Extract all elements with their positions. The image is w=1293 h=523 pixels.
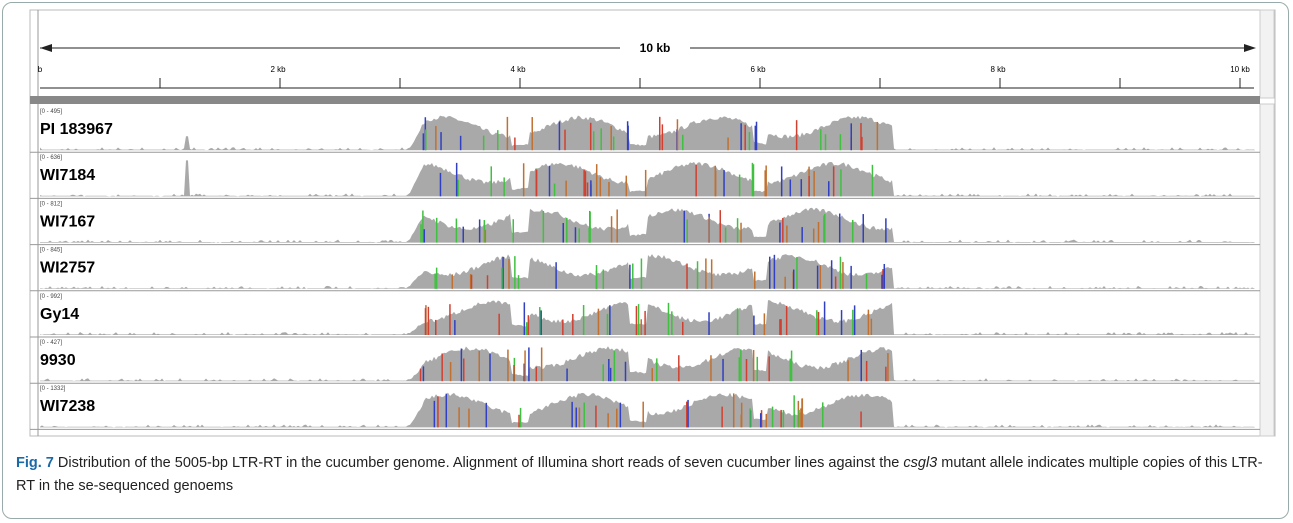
igv-view: 10 kb b 2 kb 4 kb 6 kb 8 kb 10 kb [0 - 495] PI… [0,0,1293,440]
track-name: WI7167 [40,213,95,230]
track-range: [0 - 495] [40,109,62,115]
ruler-tick-label: b [38,65,43,74]
track-name: WI2757 [40,260,95,277]
ruler-tick-label: 2 kb [270,65,286,74]
scrollbar[interactable] [1260,104,1274,436]
track-name: Gy14 [40,306,79,323]
scrollbar-top[interactable] [1260,10,1274,98]
track-range: [0 - 1332] [40,386,66,392]
track-name: PI 183967 [40,121,113,138]
track-name: 9930 [40,352,76,369]
track-range: [0 - 812] [40,201,62,207]
ruler-tick-label: 10 kb [1230,65,1250,74]
span-label: 10 kb [640,41,671,55]
ruler-tick-label: 4 kb [510,65,526,74]
track-range: [0 - 845] [40,248,62,254]
ruler-divider [30,96,1260,104]
track-range: [0 - 636] [40,155,62,161]
caption: Fig. 7 Distribution of the 5005-bp LTR-R… [16,452,1278,498]
track-range: [0 - 992] [40,294,62,300]
track-name: WI7184 [40,167,95,184]
track-range: [0 - 427] [40,340,62,346]
caption-label: Fig. 7 [16,455,54,471]
track-name: WI7238 [40,398,95,415]
caption-italic: csgl3 [903,455,937,471]
ruler-tick-label: 6 kb [750,65,766,74]
ruler-tick-label: 8 kb [990,65,1006,74]
page: 10 kb b 2 kb 4 kb 6 kb 8 kb 10 kb [0 - 495] PI… [0,0,1293,523]
caption-text: Distribution of the 5005-bp LTR-RT in th… [58,455,903,471]
